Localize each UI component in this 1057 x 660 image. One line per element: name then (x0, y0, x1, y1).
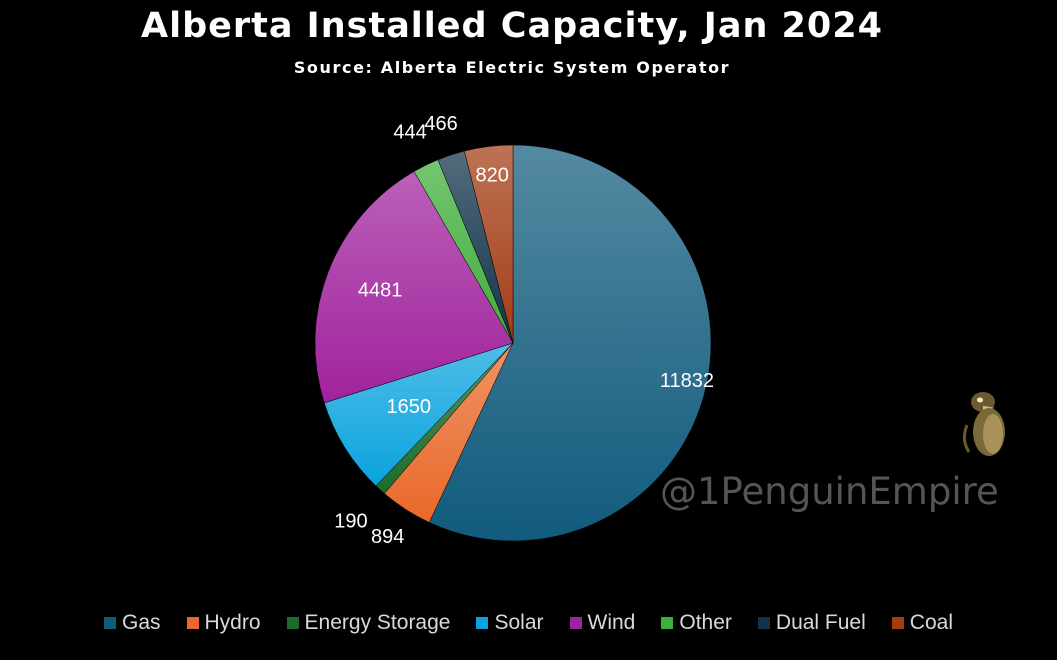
legend-label: Solar (494, 611, 544, 634)
legend-item-dual-fuel: Dual Fuel (757, 611, 866, 635)
legend-label: Gas (122, 611, 161, 634)
legend-item-gas: Gas (104, 611, 161, 635)
pie-slice-coal (464, 144, 514, 344)
pie-slice-gas (428, 144, 712, 542)
data-label-energy-storage: 190 (334, 510, 367, 532)
data-label-dual-fuel: 466 (424, 113, 457, 135)
pie-slice-wind (314, 171, 514, 404)
legend-item-other: Other (661, 611, 732, 635)
legend-item-wind: Wind (569, 611, 636, 635)
legend-label: Other (679, 611, 732, 634)
watermark: @1PenguinEmpire (660, 470, 999, 513)
legend-swatch (186, 617, 199, 629)
legend-swatch (569, 617, 582, 629)
legend-swatch (891, 617, 904, 629)
legend: Gas Hydro Energy Storage Solar Wind Other Dual… (0, 611, 1057, 635)
legend-swatch (661, 617, 674, 629)
data-label-other: 444 (393, 122, 426, 144)
data-label-wind: 4481 (358, 280, 403, 302)
chart-title: Alberta Installed Capacity, Jan 2024 (141, 6, 883, 46)
data-label-coal: 820 (475, 164, 508, 186)
legend-item-coal: Coal (891, 611, 953, 635)
legend-item-energy-storage: Energy Storage (286, 611, 451, 635)
data-label-gas: 11832 (660, 370, 714, 392)
legend-item-solar: Solar (476, 611, 544, 635)
pie-slice-solar (323, 342, 514, 487)
legend-item-hydro: Hydro (186, 611, 261, 635)
legend-swatch (286, 617, 299, 629)
legend-label: Energy Storage (304, 611, 451, 634)
chart-subtitle: Source: Alberta Electric System Operator (293, 58, 731, 77)
legend-swatch (104, 617, 116, 629)
legend-label: Wind (587, 611, 636, 634)
legend-label: Dual Fuel (775, 611, 866, 634)
data-label-hydro: 894 (371, 526, 404, 548)
data-label-solar: 1650 (387, 396, 432, 418)
legend-swatch (476, 617, 489, 629)
legend-label: Coal (909, 611, 953, 634)
legend-swatch (757, 617, 770, 629)
penguin-icon (962, 392, 1005, 456)
legend-label: Hydro (204, 611, 261, 634)
